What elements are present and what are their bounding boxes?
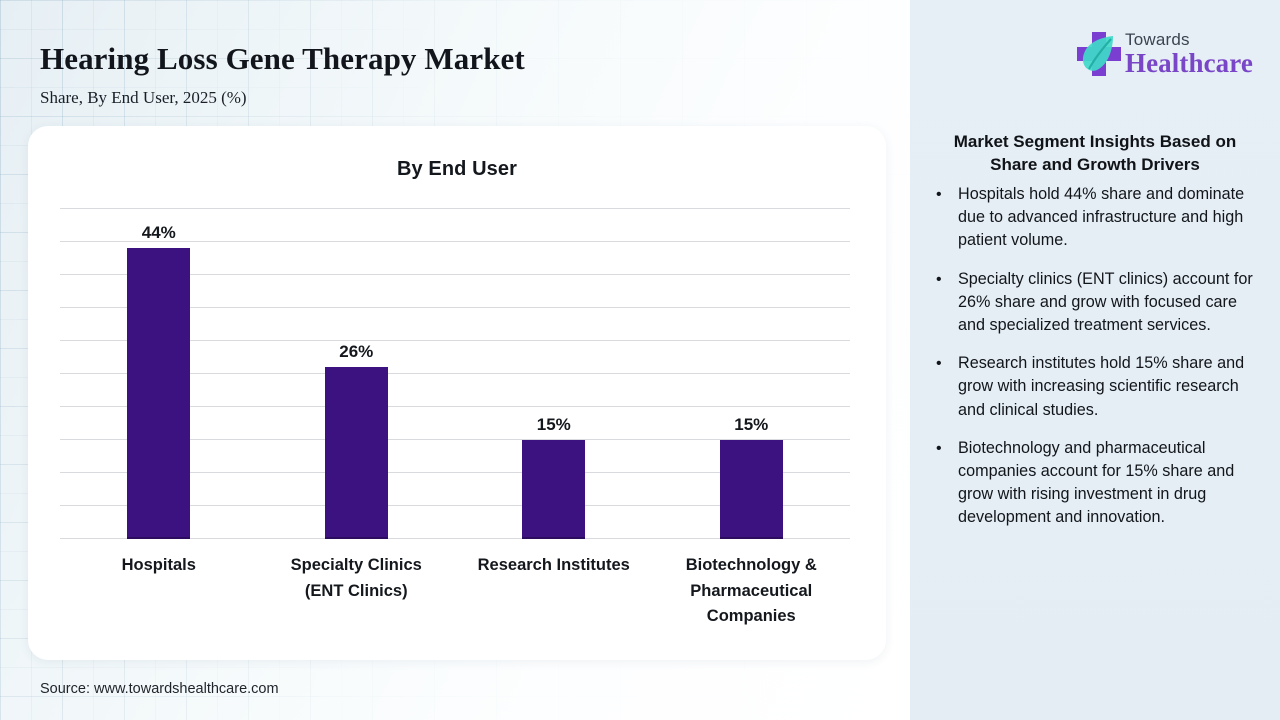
- bullet-marker-icon: •: [936, 355, 942, 373]
- brand-logo[interactable]: Towards Healthcare: [1073, 24, 1258, 82]
- bar-value-label: 44%: [141, 222, 176, 242]
- category-label-line: Research Institutes: [477, 556, 630, 574]
- category-label: Specialty Clinics (ENT Clinics): [261, 553, 451, 604]
- bar-value-label: 26%: [339, 341, 374, 361]
- bar[interactable]: [127, 247, 191, 539]
- gridline: [60, 241, 850, 242]
- insight-bullet: • Research institutes hold 15% share and …: [928, 352, 1266, 422]
- category-label-line: Specialty Clinics: [290, 556, 422, 574]
- medical-cross-leaf-icon: [1077, 32, 1121, 76]
- gridline: [60, 538, 850, 539]
- source-note: Source: www.towardshealthcare.com: [40, 681, 279, 697]
- category-label: Hospitals: [64, 553, 254, 579]
- insights-bullet-list: • Hospitals hold 44% share and dominate d…: [928, 183, 1266, 545]
- gridline: [60, 274, 850, 275]
- gridline: [60, 340, 850, 341]
- bar[interactable]: [719, 439, 783, 539]
- gridline: [60, 505, 850, 506]
- logo-text-healthcare: Healthcare: [1125, 48, 1253, 78]
- chart-title: By End User: [396, 158, 518, 180]
- insight-bullet-text: Specialty clinics (ENT clinics) account …: [958, 269, 1253, 335]
- gridline: [60, 208, 850, 209]
- category-label-line: (ENT Clinics): [304, 581, 408, 600]
- chart-card: By End User 44% Hospitals 26% Specialty Cli…: [28, 126, 886, 660]
- insight-bullet: • Hospitals hold 44% share and dominate d…: [928, 183, 1266, 253]
- category-label-line: Biotechnology &: [685, 556, 817, 574]
- logo-text-towards: Towards: [1125, 30, 1190, 49]
- gridline: [60, 439, 850, 440]
- page-subtitle: Share, By End User, 2025 (%): [40, 88, 247, 107]
- insight-bullet-text: Research institutes hold 15% share and g…: [958, 354, 1245, 419]
- bullet-marker-icon: •: [936, 186, 942, 203]
- category-label-line: Hospitals: [121, 556, 196, 574]
- bar-value-label: 15%: [734, 414, 769, 434]
- insight-bullet: • Specialty clinics (ENT clinics) account…: [928, 268, 1266, 338]
- gridline: [60, 307, 850, 308]
- page-title: Hearing Loss Gene Therapy Market: [40, 41, 525, 76]
- category-label-line: Pharmaceutical: [690, 581, 813, 600]
- category-label: Biotechnology & Pharmaceutical Companies: [656, 553, 846, 630]
- bar[interactable]: [522, 439, 586, 539]
- bar-chart-plot-area: 44% Hospitals 26% Specialty Clinics (ENT Cli…: [60, 208, 850, 625]
- insight-bullet-text: Biotechnology and pharmaceutical compani…: [958, 438, 1235, 527]
- bullet-marker-icon: •: [936, 270, 942, 288]
- bar-value-label: 15%: [536, 414, 571, 434]
- insight-bullet-text: Hospitals hold 44% share and dominate du…: [958, 185, 1245, 250]
- insights-heading: Market Segment Insights Based on Share a…: [953, 132, 1237, 174]
- bullet-marker-icon: •: [936, 439, 942, 457]
- category-label: Research Institutes: [459, 553, 649, 579]
- insight-bullet: • Biotechnology and pharmaceutical compan…: [928, 437, 1266, 530]
- insights-panel: Market Segment Insights Based on Share a…: [910, 0, 1280, 720]
- category-label-line: Companies: [706, 607, 796, 625]
- gridline: [60, 472, 850, 473]
- bar[interactable]: [324, 366, 388, 539]
- gridline: [60, 406, 850, 407]
- gridline: [60, 373, 850, 374]
